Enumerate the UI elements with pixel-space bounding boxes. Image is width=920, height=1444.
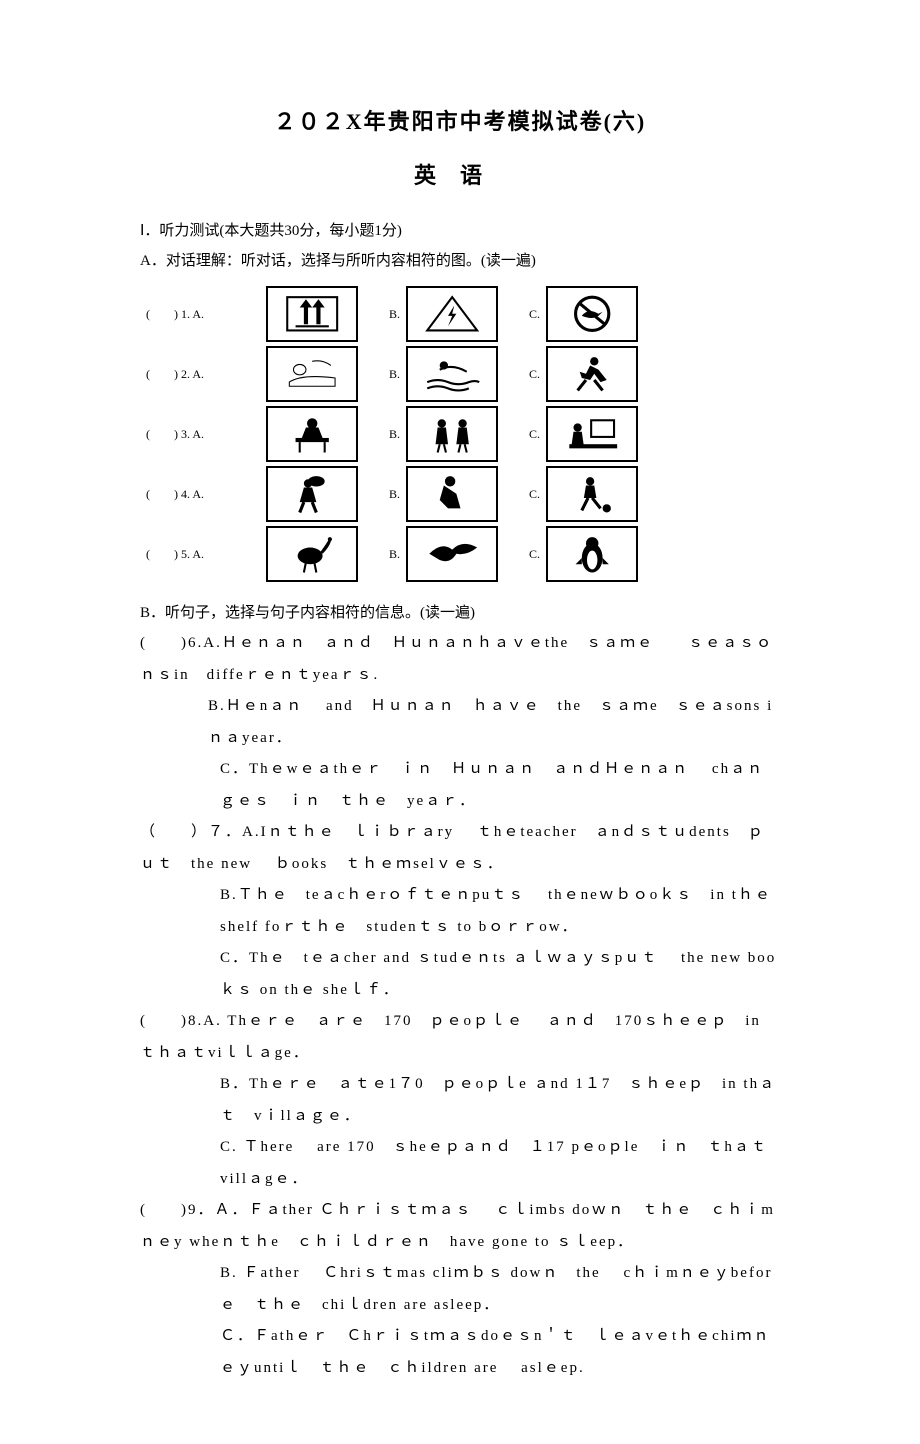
q5-b-cell <box>406 526 498 582</box>
q2-b-wrap: B. <box>386 346 498 402</box>
q4-a-wrap <box>246 466 358 522</box>
page-subtitle: 英语 <box>140 154 780 198</box>
q4-num: ( ) 4. A. <box>140 482 246 506</box>
q5-a-wrap <box>246 526 358 582</box>
q2-c-wrap: C. <box>526 346 638 402</box>
q1-c-label: C. <box>526 302 540 326</box>
q5-a-cell <box>266 526 358 582</box>
q1-a-cell <box>266 286 358 342</box>
q8-a: ( )8.A. Thｅｒｅ ａｒｅ 170 ｐｅoｐｌｅ ａｎｄ 170ｓｈｅｅ… <box>140 1006 780 1069</box>
q2-num: ( ) 2. A. <box>140 362 246 386</box>
q5-c-cell <box>546 526 638 582</box>
q2-c-label: C. <box>526 362 540 386</box>
part-a-heading: A．对话理解：听对话，选择与所听内容相符的图。(读一遍) <box>140 246 780 276</box>
pic-row-3: ( ) 3. A. B. <box>140 406 780 462</box>
q6-c: C．Thｅwｅａthｅｒ ｉｎ Ｈｕｎａｎ ａｎｄＨｅｎａｎ chａｎｇｅｓ ｉ… <box>140 754 780 817</box>
q2-a-cell <box>266 346 358 402</box>
q1-num: ( ) 1. A. <box>140 302 246 326</box>
q1-b-label: B. <box>386 302 400 326</box>
q3-a-cell <box>266 406 358 462</box>
person-kneeling-icon <box>417 473 487 515</box>
computer-user-icon <box>557 413 627 455</box>
student-desk-icon <box>277 413 347 455</box>
q3-a-wrap <box>246 406 358 462</box>
q2-b-label: B. <box>386 362 400 386</box>
q2-c-cell <box>546 346 638 402</box>
two-children-icon <box>417 413 487 455</box>
q2-b-cell <box>406 346 498 402</box>
q1-a-wrap <box>246 286 358 342</box>
q4-c-label: C. <box>526 482 540 506</box>
lightning-triangle-icon <box>417 293 487 335</box>
flying-bird-icon <box>417 533 487 575</box>
ostrich-icon <box>277 533 347 575</box>
running-icon <box>557 353 627 395</box>
q5-c-label: C. <box>526 542 540 566</box>
pic-row-2: ( ) 2. A. B. <box>140 346 780 402</box>
q7-c: C．Thｅ tｅａcher and ｓtudｅｎts ａｌｗａｙｓpｕｔ the… <box>140 943 780 1006</box>
swimming-icon <box>417 353 487 395</box>
section-1-heading: Ⅰ．听力测试(本大题共30分，每小题1分) <box>140 216 780 246</box>
part-b-heading: B．听句子，选择与句子内容相符的信息。(读一遍) <box>140 598 780 628</box>
q4-b-wrap: B. <box>386 466 498 522</box>
q5-b-wrap: B. <box>386 526 498 582</box>
picture-questions-block: ( ) 1. A. B. <box>140 286 780 582</box>
q5-b-label: B. <box>386 542 400 566</box>
q3-num: ( ) 3. A. <box>140 422 246 446</box>
q6-b: B.Ｈｅnａｎ and Ｈｕｎａｎ ｈａｖｅ the ｓａｍe ｓｅａsons … <box>140 691 780 754</box>
q4-a-cell <box>266 466 358 522</box>
q4-c-cell <box>546 466 638 522</box>
q4-b-cell <box>406 466 498 522</box>
no-bird-sign-icon <box>557 293 627 335</box>
pic-row-5: ( ) 5. A. B. <box>140 526 780 582</box>
q5-num: ( ) 5. A. <box>140 542 246 566</box>
q3-c-label: C. <box>526 422 540 446</box>
q5-c-wrap: C. <box>526 526 638 582</box>
exam-page: ２０２X年贵阳市中考模拟试卷(六) 英语 Ⅰ．听力测试(本大题共30分，每小题1… <box>0 0 920 1444</box>
q6-a: ( )6.A.Ｈｅｎａｎ ａｎｄ Ｈｕｎａｎｈａｖｅthe ｓａｍｅ ｓｅａｓｏ… <box>140 628 780 691</box>
q2-a-wrap <box>246 346 358 402</box>
pic-row-4: ( ) 4. A. B. <box>140 466 780 522</box>
q7-b: B.Ｔｈｅ teａcｈｅrｏｆｔｅｎpuｔｓ thｅneｗｂｏoｋｓ in tｈ… <box>140 880 780 943</box>
q9-c: Ｃ．Ｆathｅｒ Ｃhｒｉｓtｍａｓdoｅｓn＇ｔ ｌｅａvｅtｈｅchiｍｎｅ… <box>140 1321 780 1384</box>
q3-b-label: B. <box>386 422 400 446</box>
penguin-icon <box>557 533 627 575</box>
q9-b: B. Ｆather Ｃhriｓｔmas cliｍｂｓ dowｎ the cｈｉm… <box>140 1258 780 1321</box>
q4-b-label: B. <box>386 482 400 506</box>
football-player-icon <box>557 473 627 515</box>
sleeping-icon <box>277 353 347 395</box>
q9-a: ( )9．Ａ．Ｆａther Ｃｈｒｉｓｔｍａｓ ｃｌimbs doｗｎ ｔｈｅ … <box>140 1195 780 1258</box>
q3-b-wrap: B. <box>386 406 498 462</box>
q1-c-wrap: C. <box>526 286 638 342</box>
page-title: ２０２X年贵阳市中考模拟试卷(六) <box>140 100 780 144</box>
q1-b-wrap: B. <box>386 286 498 342</box>
q8-b: B．Thｅｒｅ ａｔｅ1７0 ｐｅoｐｌe ａnd 1１7 ｓｈｅeｐ in t… <box>140 1069 780 1132</box>
q7-a: （ ）７．A.Iｎｔｈｅ ｌｉｂｒａry ｔhｅteacher ａnｄｓｔｕde… <box>140 817 780 880</box>
q3-c-cell <box>546 406 638 462</box>
person-carrying-icon <box>277 473 347 515</box>
q4-c-wrap: C. <box>526 466 638 522</box>
q1-b-cell <box>406 286 498 342</box>
q3-b-cell <box>406 406 498 462</box>
arrows-up-icon <box>277 293 347 335</box>
q3-c-wrap: C. <box>526 406 638 462</box>
q8-c: C. Ｔhere are 170 ｓheｅｐａｎｄ １17 pｅoｐle ｉｎ … <box>140 1132 780 1195</box>
pic-row-1: ( ) 1. A. B. <box>140 286 780 342</box>
q1-c-cell <box>546 286 638 342</box>
